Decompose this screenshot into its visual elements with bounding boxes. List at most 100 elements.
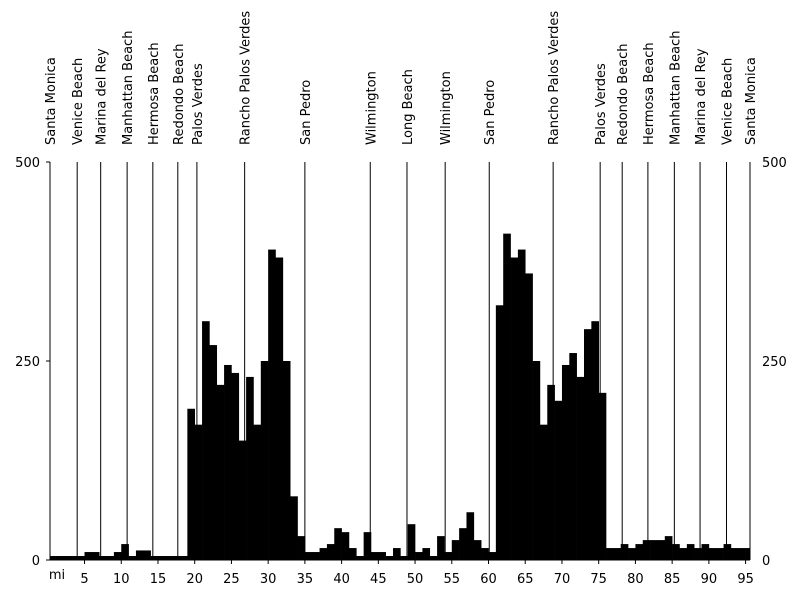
elevation-bar (429, 556, 438, 560)
elevation-bar (393, 548, 401, 560)
town-label: Palos Verdes (191, 63, 206, 145)
y-tick-label: 250 (15, 355, 40, 370)
elevation-bar (466, 512, 475, 560)
elevation-bar (400, 556, 409, 560)
elevation-bar (194, 424, 203, 560)
elevation-bar (415, 552, 423, 560)
elevation-bar (694, 548, 702, 560)
town-label: Marina del Rey (694, 48, 709, 145)
elevation-bar (319, 548, 328, 560)
elevation-bar (121, 544, 129, 560)
elevation-bar (679, 548, 688, 560)
elevation-bar (106, 556, 115, 560)
elevation-bar (547, 384, 555, 560)
y2-tick-label: 0 (762, 554, 770, 569)
elevation-bar (268, 249, 276, 560)
town-label: Long Beach (401, 69, 416, 145)
elevation-bar (55, 556, 63, 560)
elevation-bar (348, 548, 357, 560)
elevation-bar (437, 536, 445, 560)
town-label: Manhattan Beach (121, 31, 136, 145)
elevation-bar (525, 273, 533, 560)
y2-tick-label: 250 (762, 355, 787, 370)
elevation-bar (481, 548, 489, 560)
elevation-bar (253, 424, 262, 560)
elevation-bar (635, 544, 644, 560)
elevation-bar (444, 552, 453, 560)
elevation-bar (334, 528, 342, 560)
town-label: Rancho Palos Verdes (547, 11, 562, 145)
elevation-bar (422, 548, 431, 560)
elevation-bar (202, 321, 210, 560)
elevation-bar (686, 544, 695, 560)
elevation-bar (517, 249, 526, 560)
y2-tick-label: 500 (762, 156, 787, 171)
town-label: Redondo Beach (172, 44, 187, 146)
elevation-bar (275, 257, 284, 560)
elevation-bar (84, 552, 93, 560)
elevation-bar (730, 548, 739, 560)
town-label: Santa Monica (44, 57, 59, 145)
elevation-bar (209, 345, 218, 560)
elevation-bar (290, 496, 298, 560)
elevation-bar (378, 552, 386, 560)
elevation-bar (231, 372, 240, 560)
elevation-bar (326, 544, 335, 560)
elevation-bar (99, 556, 107, 560)
town-label: Venice Beach (71, 58, 86, 145)
elevation-bar (187, 408, 196, 560)
x-tick-label: 30 (260, 572, 277, 587)
elevation-bar (539, 424, 548, 560)
elevation-bar (569, 353, 577, 560)
town-label: Marina del Rey (95, 48, 110, 145)
elevation-bar (745, 548, 751, 560)
elevation-bar (62, 556, 71, 560)
x-tick-label: 40 (333, 572, 350, 587)
x-tick-label: 95 (737, 572, 754, 587)
elevation-bar (642, 540, 651, 560)
elevation-bar (451, 540, 460, 560)
elevation-bar (672, 544, 680, 560)
elevation-bar (304, 552, 313, 560)
elevation-bar (554, 400, 563, 560)
y-tick-label: 500 (15, 156, 40, 171)
town-label: San Pedro (483, 80, 498, 145)
elevation-bar (150, 556, 159, 560)
elevation-bar (510, 257, 519, 560)
elevation-bar (224, 364, 232, 560)
elevation-bar (664, 536, 673, 560)
elevation-bar (473, 540, 482, 560)
town-label: Wilmington (439, 71, 454, 145)
x-tick-label: 50 (407, 572, 424, 587)
elevation-bar (77, 556, 85, 560)
elevation-bar (459, 528, 467, 560)
town-label: Wilmington (364, 71, 379, 145)
elevation-bar (561, 364, 570, 560)
town-label: Santa Monica (744, 57, 759, 145)
x-tick-label: 90 (701, 572, 718, 587)
elevation-bar (716, 548, 724, 560)
elevation-bar (488, 552, 497, 560)
elevation-bar (128, 556, 137, 560)
elevation-bar (583, 329, 592, 560)
elevation-bar (113, 552, 122, 560)
x-tick-label: 15 (150, 572, 167, 587)
y-tick-label: 0 (32, 554, 40, 569)
town-label: San Pedro (299, 80, 314, 145)
x-tick-label: 20 (186, 572, 203, 587)
x-tick-label: 45 (370, 572, 387, 587)
elevation-bar (723, 544, 732, 560)
elevation-bar (370, 552, 379, 560)
elevation-bar (738, 548, 746, 560)
elevation-bar (613, 548, 622, 560)
elevation-bar (657, 540, 666, 560)
elevation-bar (238, 440, 247, 560)
x-tick-label: 35 (297, 572, 314, 587)
elevation-bar (341, 532, 350, 560)
elevation-bar (135, 550, 144, 560)
town-label: Manhattan Beach (668, 31, 683, 145)
elevation-bar (356, 556, 364, 560)
x-unit-label: mi (49, 568, 65, 583)
elevation-bar (157, 556, 166, 560)
elevation-bar (407, 524, 416, 560)
